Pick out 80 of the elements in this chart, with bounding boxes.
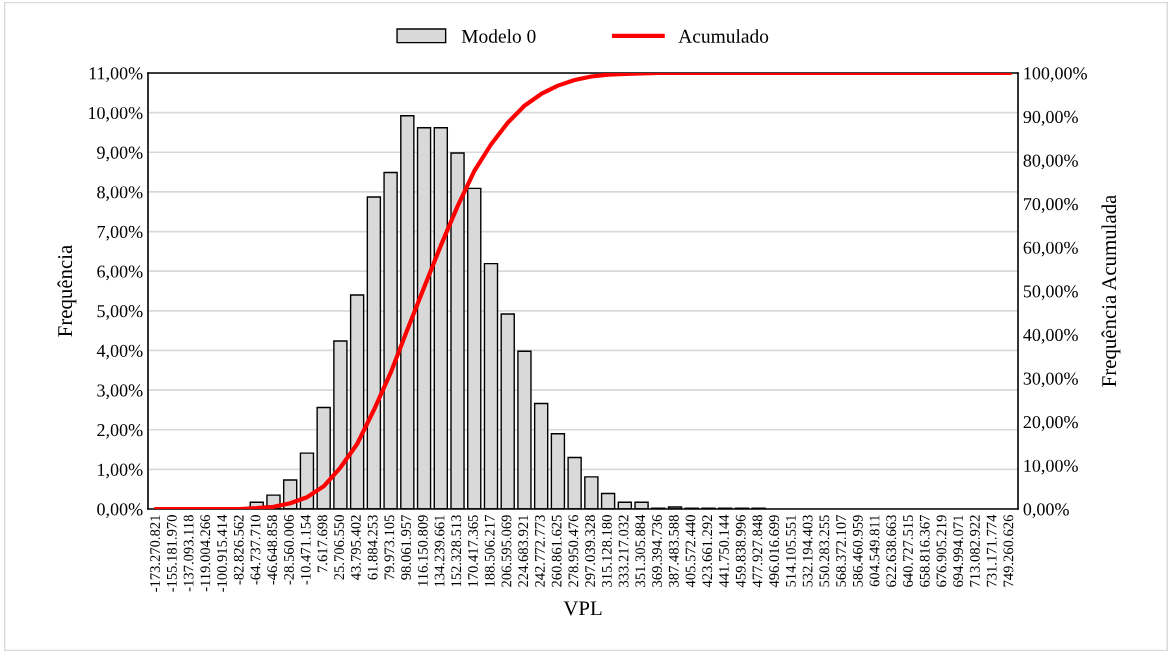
x-tick-label: 459.838.996	[735, 514, 746, 588]
y2-tick-label: 70,00%	[1024, 198, 1078, 213]
y-tick-label: 5,00%	[97, 305, 143, 320]
y2-tick-label: 100,00%	[1024, 67, 1087, 83]
y2-tick-label: 20,00%	[1023, 416, 1078, 431]
y2-axis-title: Frequência Acumulada	[1101, 194, 1121, 387]
x-tick-label: 315.128.180	[601, 515, 612, 587]
x-tick-label: 441.750.144	[719, 514, 729, 588]
x-tick-label: 260.861.625	[551, 515, 562, 587]
legend-label: Modelo 0	[461, 29, 536, 43]
x-tick-label: -28.560.006	[284, 514, 294, 585]
x-tick-label: 586.460.959	[852, 515, 863, 587]
y-tick-label: 4,00%	[96, 344, 143, 360]
x-tick-label: 387.483.588	[668, 515, 679, 587]
y2-tick-label: 90,00%	[1023, 110, 1078, 126]
x-tick-label: 333.217.032	[618, 515, 629, 587]
y-axis-title: Frequência	[57, 245, 77, 337]
x-tick-label: 278.950.476	[568, 514, 579, 587]
x-tick-label: 658.816.367	[919, 514, 930, 587]
y2-tick-label: 0,00%	[1023, 503, 1069, 519]
y-tick-label: 6,00%	[97, 265, 143, 281]
x-tick-label: 79.973.105	[384, 515, 395, 580]
y-tick-label: 7,00%	[97, 225, 143, 241]
x-tick-label: 640.727.515	[903, 515, 913, 587]
x-tick-label: 116.150.809	[417, 515, 428, 586]
legend-label: Acumulado	[678, 29, 769, 43]
y2-tick-label: 80,00%	[1023, 154, 1078, 170]
x-tick-label: -64.737.710	[250, 515, 261, 585]
x-tick-label: 224.683.921	[518, 515, 529, 587]
y2-tick-label: 30,00%	[1023, 372, 1078, 388]
x-tick-label: 242.772.773	[535, 515, 545, 587]
x-tick-label: 25.706.550	[334, 515, 345, 580]
x-tick-label: 731.171.774	[986, 514, 997, 587]
x-tick-label: 152.328.513	[451, 515, 462, 587]
x-tick-label: 477.927.848	[752, 515, 763, 588]
x-tick-label: 568.372.107	[836, 514, 847, 587]
x-tick-label: 550.283.255	[819, 515, 830, 587]
x-tick-label: 188.506.217	[484, 514, 495, 587]
x-tick-label: 713.082.922	[969, 515, 980, 587]
x-tick-label: 297.039.328	[585, 515, 596, 587]
x-tick-label: 170.417.365	[468, 515, 478, 587]
x-tick-label: 7.617.698	[317, 515, 328, 572]
x-tick-label: -82.826.562	[233, 515, 244, 585]
x-tick-label: 61.884.253	[367, 515, 378, 580]
y-tick-label: 8,00%	[97, 186, 143, 201]
y-tick-label: 0,00%	[97, 503, 143, 519]
y-tick-label: 11,00%	[89, 67, 143, 83]
x-tick-label: -137.093.118	[183, 515, 194, 592]
x-tick-label: -46.648.858	[267, 515, 278, 585]
y-tick-label: 9,00%	[97, 146, 143, 162]
x-tick-label: 749.260.626	[1003, 514, 1014, 587]
x-tick-label: 98.061.957	[401, 514, 412, 580]
x-tick-label: 532.194.403	[802, 515, 813, 587]
x-tick-label: -100.915.414	[217, 514, 227, 592]
y2-tick-label: 40,00%	[1023, 328, 1078, 344]
y-tick-label: 2,00%	[97, 423, 143, 439]
x-tick-label: 351.305.884	[635, 514, 646, 587]
x-tick-label: 694.994.071	[953, 515, 964, 587]
x-tick-label: 423.661.292	[702, 515, 713, 588]
x-tick-label: 43.795.402	[350, 515, 361, 580]
x-tick-label: 206.595.069	[501, 515, 512, 587]
x-axis-title: VPL	[563, 601, 602, 616]
x-tick-label: 134.239.661	[434, 515, 445, 587]
x-tick-label: 514.105.551	[785, 515, 796, 587]
x-tick-label: 604.549.811	[869, 515, 880, 587]
x-tick-label: 405.572.440	[685, 515, 696, 588]
x-tick-label: 496.016.699	[769, 515, 780, 588]
y2-tick-label: 50,00%	[1023, 285, 1078, 301]
y2-tick-label: 60,00%	[1023, 241, 1078, 257]
x-tick-label: -119.004.266	[200, 514, 211, 592]
y-tick-label: 1,00%	[98, 463, 143, 479]
x-tick-label: -155.181.970	[166, 515, 177, 592]
x-tick-label: 622.638.663	[886, 515, 897, 587]
x-tick-label: 676.905.219	[936, 515, 947, 587]
y-tick-label: 10,00%	[89, 106, 143, 122]
x-tick-label: 369.394.736	[652, 514, 662, 587]
y-tick-label: 3,00%	[97, 384, 143, 400]
x-tick-label: -173.270.821	[150, 515, 161, 592]
x-tick-label: -10.471.154	[300, 514, 311, 585]
y2-tick-label: 10,00%	[1024, 459, 1078, 475]
